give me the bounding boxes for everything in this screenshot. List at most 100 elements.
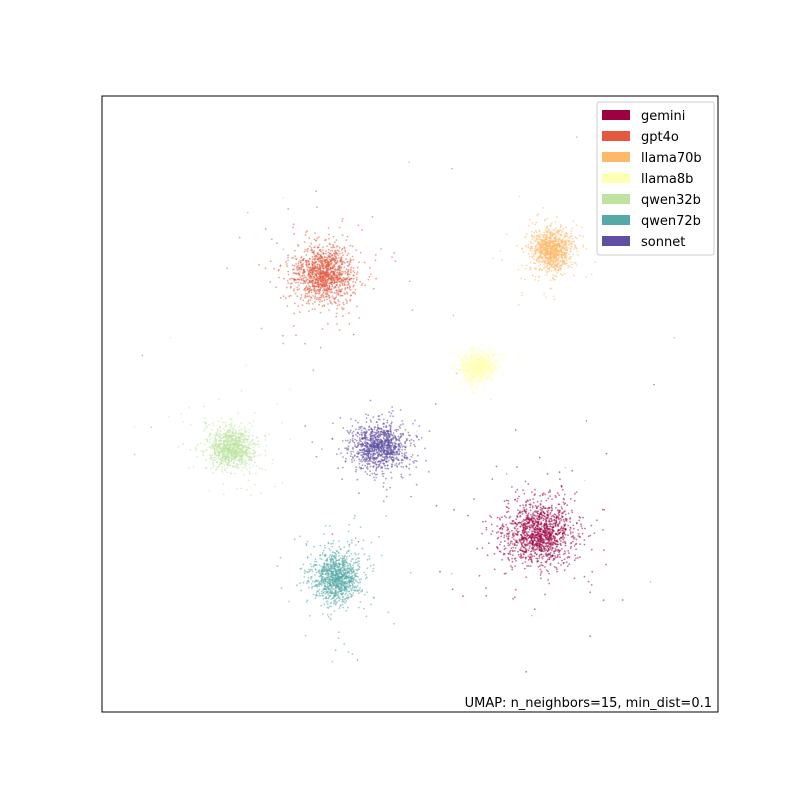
point-llama70b [527, 224, 530, 227]
point-gpt4o [344, 277, 346, 279]
point-gemini [562, 541, 564, 544]
point-gemini [541, 528, 543, 531]
point-gemini [514, 550, 516, 552]
point-llama8b [479, 380, 482, 383]
point-gpt4o [380, 248, 382, 250]
point-gemini [536, 536, 538, 539]
point-gemini [538, 456, 541, 459]
point-gemini [554, 537, 556, 539]
point-gemini [564, 552, 566, 555]
point-gemini [548, 572, 550, 575]
point-gemini [523, 536, 526, 539]
point-gemini [512, 535, 515, 538]
point-llama8b [469, 356, 472, 359]
point-gemini [529, 550, 532, 553]
point-llama8b [486, 355, 488, 357]
point-llama8b [481, 370, 484, 372]
point-llama70b [535, 244, 538, 247]
point-llama70b [544, 254, 547, 257]
point-gpt4o [310, 281, 312, 284]
point-llama70b [537, 249, 540, 252]
point-llama8b [455, 372, 458, 375]
point-gemini [526, 527, 529, 530]
point-llama8b [493, 360, 496, 363]
point-gemini [544, 507, 547, 510]
point-llama70b [557, 241, 560, 243]
point-gpt4o [309, 269, 312, 271]
point-gpt4o [322, 267, 325, 270]
point-llama70b [559, 253, 561, 256]
point-gemini [462, 595, 464, 598]
point-gemini [534, 505, 537, 507]
point-gemini [580, 525, 583, 528]
point-llama8b [490, 349, 492, 352]
point-gpt4o [331, 281, 333, 283]
point-gemini [536, 538, 539, 541]
point-llama70b [531, 230, 533, 233]
point-gemini [514, 596, 516, 599]
point-llama70b [556, 231, 559, 234]
point-qwen32b [222, 460, 225, 463]
point-gpt4o [319, 275, 321, 277]
point-llama8b [458, 380, 461, 382]
point-gpt4o [338, 290, 340, 292]
point-gpt4o [323, 296, 325, 299]
point-gpt4o [328, 258, 331, 261]
point-gpt4o [308, 302, 310, 305]
point-gemini [533, 545, 536, 548]
point-gpt4o [346, 273, 349, 276]
point-llama70b [540, 248, 543, 251]
point-gpt4o [344, 287, 347, 289]
point-gemini [555, 519, 558, 521]
point-llama8b [448, 350, 450, 353]
point-llama70b [568, 264, 571, 267]
point-gpt4o [304, 296, 306, 299]
point-gemini [552, 554, 554, 557]
point-llama8b [456, 364, 459, 366]
point-gpt4o [328, 309, 330, 311]
point-llama8b [477, 353, 480, 356]
point-gemini [557, 503, 560, 506]
point-gemini [536, 553, 538, 555]
point-gemini [549, 525, 552, 528]
point-gpt4o [330, 262, 333, 264]
point-llama8b [478, 360, 481, 363]
point-qwen32b [243, 426, 246, 428]
point-gemini [550, 556, 552, 559]
point-gemini [548, 520, 551, 523]
point-llama70b [524, 267, 527, 270]
point-qwen32b [234, 424, 236, 427]
point-gemini [542, 517, 545, 520]
point-gemini [563, 558, 566, 561]
point-gemini [548, 556, 551, 559]
point-gpt4o [358, 317, 361, 319]
point-llama70b [574, 244, 577, 247]
point-llama8b [459, 362, 461, 365]
point-llama8b [479, 371, 482, 374]
point-qwen32b [203, 430, 206, 432]
point-gemini [523, 508, 526, 511]
point-gemini [534, 515, 537, 517]
point-gpt4o [340, 258, 343, 261]
point-gemini [512, 533, 514, 536]
point-gemini [561, 515, 563, 517]
point-gemini [514, 547, 517, 549]
point-gemini [545, 499, 548, 502]
point-gpt4o [315, 285, 318, 288]
point-qwen32b [222, 427, 225, 430]
point-gpt4o [238, 236, 241, 239]
point-gpt4o [317, 267, 320, 270]
point-llama70b [557, 258, 560, 260]
point-gemini [546, 545, 549, 548]
point-gemini [541, 516, 543, 518]
point-gemini [524, 529, 526, 532]
point-gemini [538, 532, 541, 535]
point-gpt4o [333, 241, 336, 244]
point-gpt4o [307, 260, 310, 263]
point-llama70b [553, 298, 556, 301]
point-llama70b [565, 262, 568, 265]
point-gemini [536, 557, 539, 560]
point-gemini [534, 552, 536, 555]
point-llama8b [488, 356, 490, 358]
point-gemini [503, 540, 506, 543]
